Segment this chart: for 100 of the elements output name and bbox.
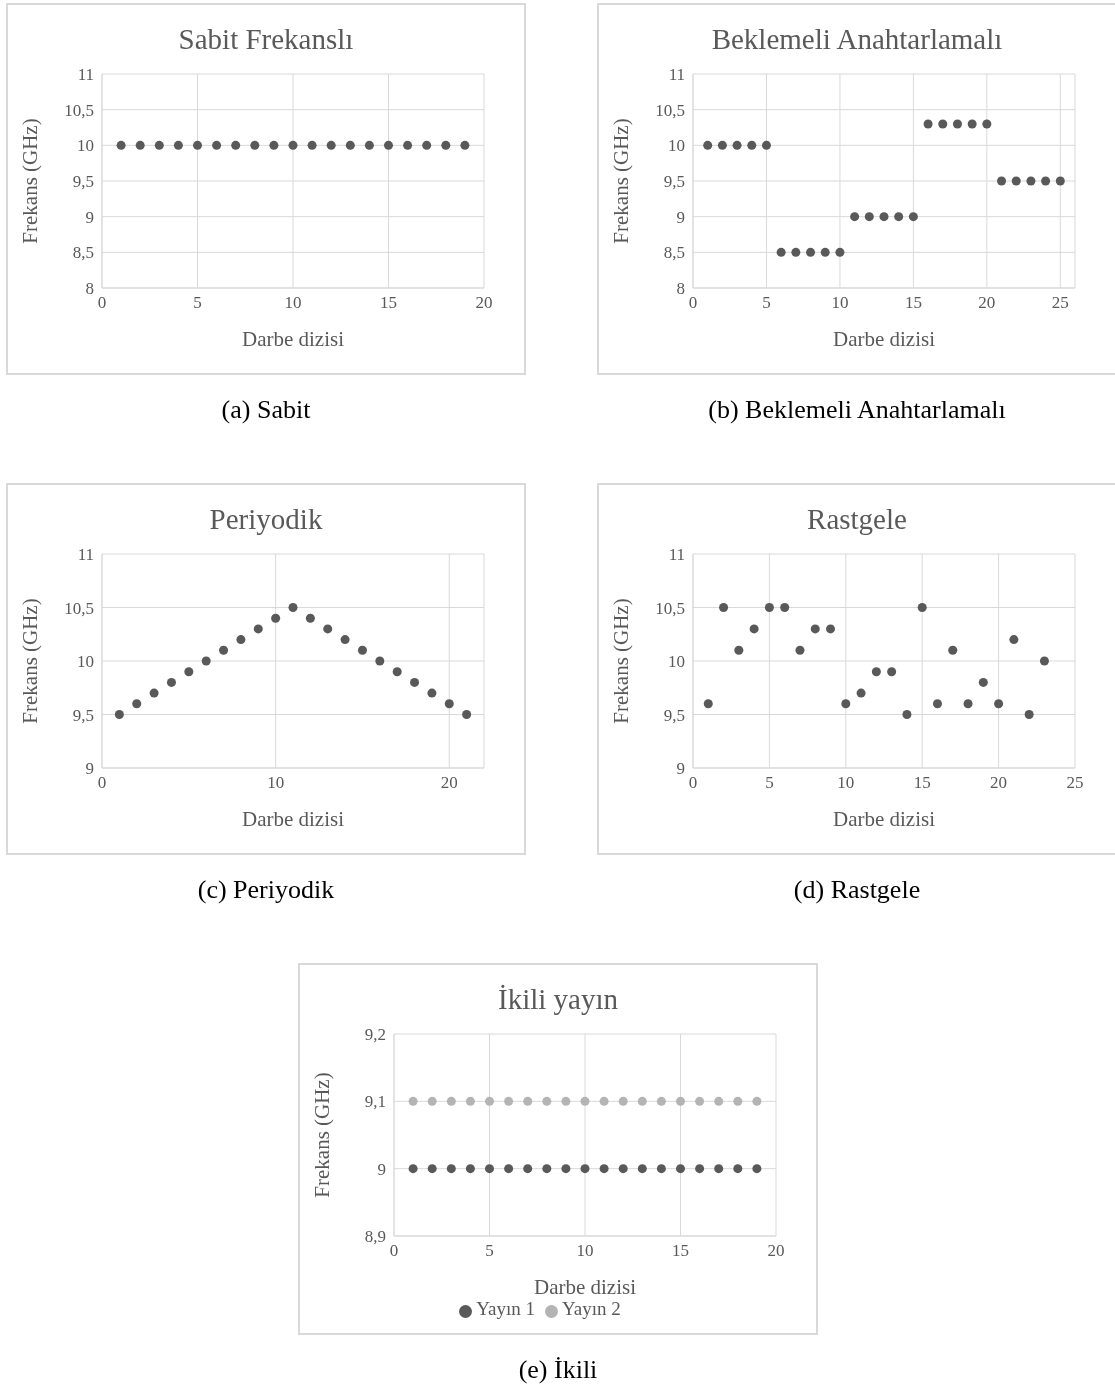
x-tick-label: 15	[672, 1241, 689, 1261]
point	[894, 212, 904, 222]
point	[1039, 656, 1049, 666]
point	[820, 247, 830, 257]
point	[375, 656, 385, 666]
chart-title: İkili yayın	[497, 983, 619, 1016]
point	[1009, 635, 1019, 645]
x-axis-title: Darbe dizisi	[832, 807, 936, 831]
text: (a) Sabit	[220, 395, 312, 425]
chart-title: Rastgele	[806, 503, 908, 536]
y-tick-label: 10	[77, 652, 94, 672]
point	[717, 140, 727, 150]
chart-title: Sabit Frekanslı	[177, 23, 355, 56]
point	[923, 119, 933, 129]
point	[1024, 709, 1034, 720]
y-axis-title: Frekans (GHz)	[609, 598, 634, 724]
point	[978, 677, 988, 687]
x-tick-label: 20	[767, 1241, 785, 1261]
x-tick-label: 10	[831, 293, 849, 313]
text: (b) Beklemeli Anahtarlamalı	[707, 395, 1007, 425]
point	[791, 247, 801, 257]
x-tick-label: 20	[978, 293, 996, 313]
x-tick-label: 20	[440, 773, 458, 793]
y-axis-title: Frekans (GHz)	[310, 1072, 335, 1198]
x-tick-label: 0	[389, 1241, 399, 1261]
y-tick-label: 8	[676, 279, 685, 299]
point	[952, 119, 962, 129]
point	[761, 140, 771, 150]
point	[1026, 176, 1036, 186]
y-tick-label: 9,5	[72, 172, 94, 192]
point	[948, 645, 958, 655]
point	[982, 119, 992, 129]
point	[826, 624, 836, 634]
point	[806, 247, 816, 257]
y-tick-label: 10,5	[64, 598, 94, 618]
point	[1041, 176, 1051, 186]
point	[864, 212, 874, 222]
point	[149, 688, 159, 698]
point	[462, 709, 472, 720]
point	[795, 645, 805, 655]
point	[747, 140, 757, 150]
y-tick-label: 9,2	[364, 1025, 386, 1045]
legend-label: Yayın 2	[562, 1298, 621, 1319]
point	[288, 602, 298, 613]
point	[114, 709, 124, 720]
point	[764, 602, 774, 613]
point	[938, 119, 948, 129]
point	[732, 140, 742, 150]
point	[780, 602, 790, 613]
y-tick-label: 8,9	[364, 1227, 386, 1247]
point	[184, 667, 194, 677]
y-tick-label: 9,5	[663, 705, 685, 725]
point	[856, 688, 866, 698]
x-tick-label: 5	[485, 1241, 494, 1261]
y-tick-label: 9	[676, 759, 685, 779]
chart-title: Beklemeli Anahtarlamalı	[710, 23, 1004, 56]
y-axis-title: Frekans (GHz)	[609, 118, 634, 244]
point	[810, 624, 820, 634]
point	[1011, 176, 1021, 186]
text: (c) Periyodik	[196, 875, 336, 905]
x-tick-label: 5	[762, 293, 771, 313]
x-tick-label: 25	[1051, 293, 1069, 313]
x-tick-label: 5	[193, 293, 202, 313]
x-tick-label: 25	[1066, 773, 1084, 793]
y-tick-label: 10,5	[64, 100, 94, 120]
y-tick-label: 9,1	[364, 1092, 386, 1112]
legend-label: Yayın 1	[476, 1298, 535, 1319]
point	[132, 699, 142, 709]
point	[305, 613, 315, 623]
x-tick-label: 10	[837, 773, 855, 793]
point	[201, 656, 211, 666]
x-tick-label: 0	[688, 773, 698, 793]
point	[253, 624, 263, 634]
point	[219, 645, 229, 655]
point	[963, 699, 973, 709]
x-tick-label: 15	[380, 293, 397, 313]
point	[323, 624, 333, 634]
x-axis-title: Darbe dizisi	[533, 1275, 637, 1299]
y-tick-label: 10,5	[655, 598, 685, 618]
x-tick-label: 10	[267, 773, 285, 793]
point	[887, 667, 897, 677]
y-tick-label: 10	[668, 136, 685, 156]
text: (d) Rastgele	[792, 875, 922, 905]
point	[166, 677, 176, 687]
point	[236, 635, 246, 645]
y-tick-label: 8	[85, 279, 94, 299]
point	[357, 645, 367, 655]
x-axis-title: Darbe dizisi	[241, 327, 345, 351]
text: (e) İkili	[517, 1355, 599, 1385]
x-tick-label: 20	[475, 293, 493, 313]
x-tick-label: 10	[576, 1241, 594, 1261]
y-tick-label: 11	[668, 545, 685, 565]
point	[410, 677, 420, 687]
x-axis-title: Darbe dizisi	[832, 327, 936, 351]
point	[902, 709, 912, 720]
y-tick-label: 10	[77, 136, 94, 156]
x-tick-label: 15	[913, 773, 931, 793]
y-axis-title: Frekans (GHz)	[18, 118, 43, 244]
point	[444, 699, 454, 709]
point	[871, 667, 881, 677]
